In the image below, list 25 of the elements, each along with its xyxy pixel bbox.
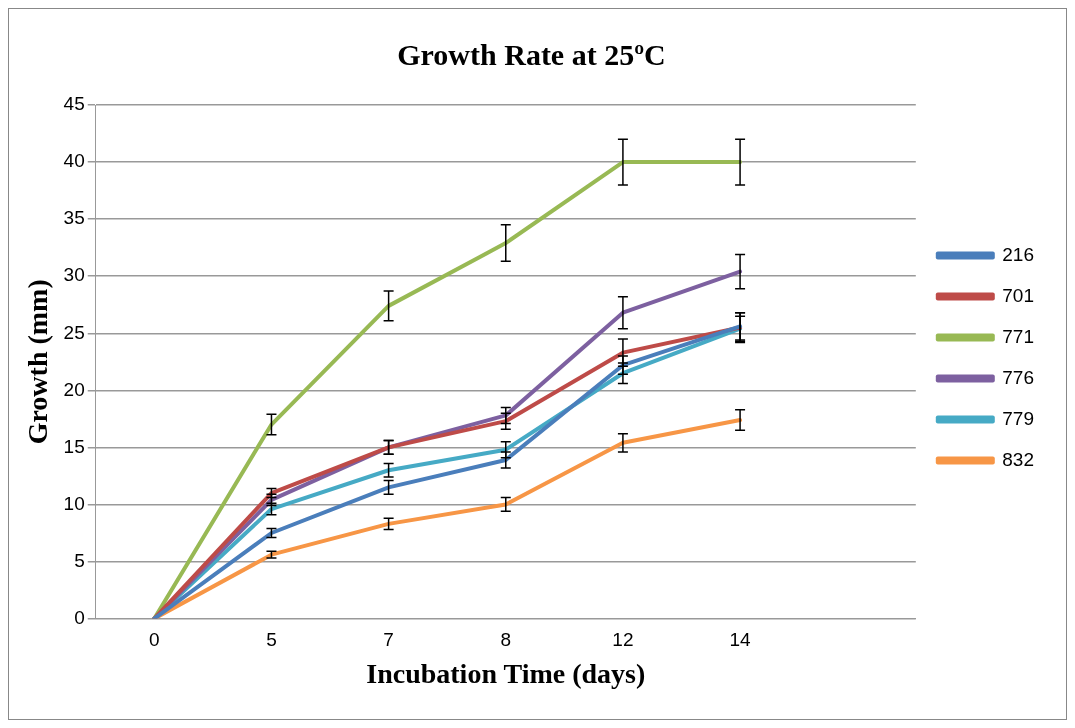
y-axis-title: Growth (mm)	[22, 279, 54, 445]
y-tick-label: 20	[63, 378, 85, 400]
x-tick-label: 8	[500, 629, 512, 651]
y-tick-label: 5	[74, 549, 85, 571]
legend-label: 771	[1002, 325, 1034, 347]
legend-label: 216	[1002, 243, 1034, 265]
y-tick-label: 15	[63, 435, 85, 457]
y-tick-label: 0	[74, 606, 85, 628]
y-tick-label: 30	[63, 264, 85, 286]
y-tick-label: 25	[63, 321, 85, 343]
legend-label: 776	[1002, 366, 1034, 388]
y-tick-label: 40	[63, 150, 85, 172]
y-tick-label: 45	[63, 93, 85, 115]
y-tick-label: 35	[63, 207, 85, 229]
legend-label: 832	[1002, 448, 1034, 470]
x-tick-label: 14	[729, 629, 752, 651]
x-tick-label: 0	[149, 629, 160, 651]
legend-label: 701	[1002, 284, 1034, 306]
x-tick-label: 12	[612, 629, 634, 651]
chart-title: Growth Rate at 25ºC	[397, 37, 666, 71]
x-axis-title: Incubation Time (days)	[366, 658, 646, 690]
x-tick-label: 5	[266, 629, 277, 651]
x-tick-label: 7	[383, 629, 394, 651]
y-tick-label: 10	[63, 492, 85, 514]
legend-label: 779	[1002, 407, 1034, 429]
